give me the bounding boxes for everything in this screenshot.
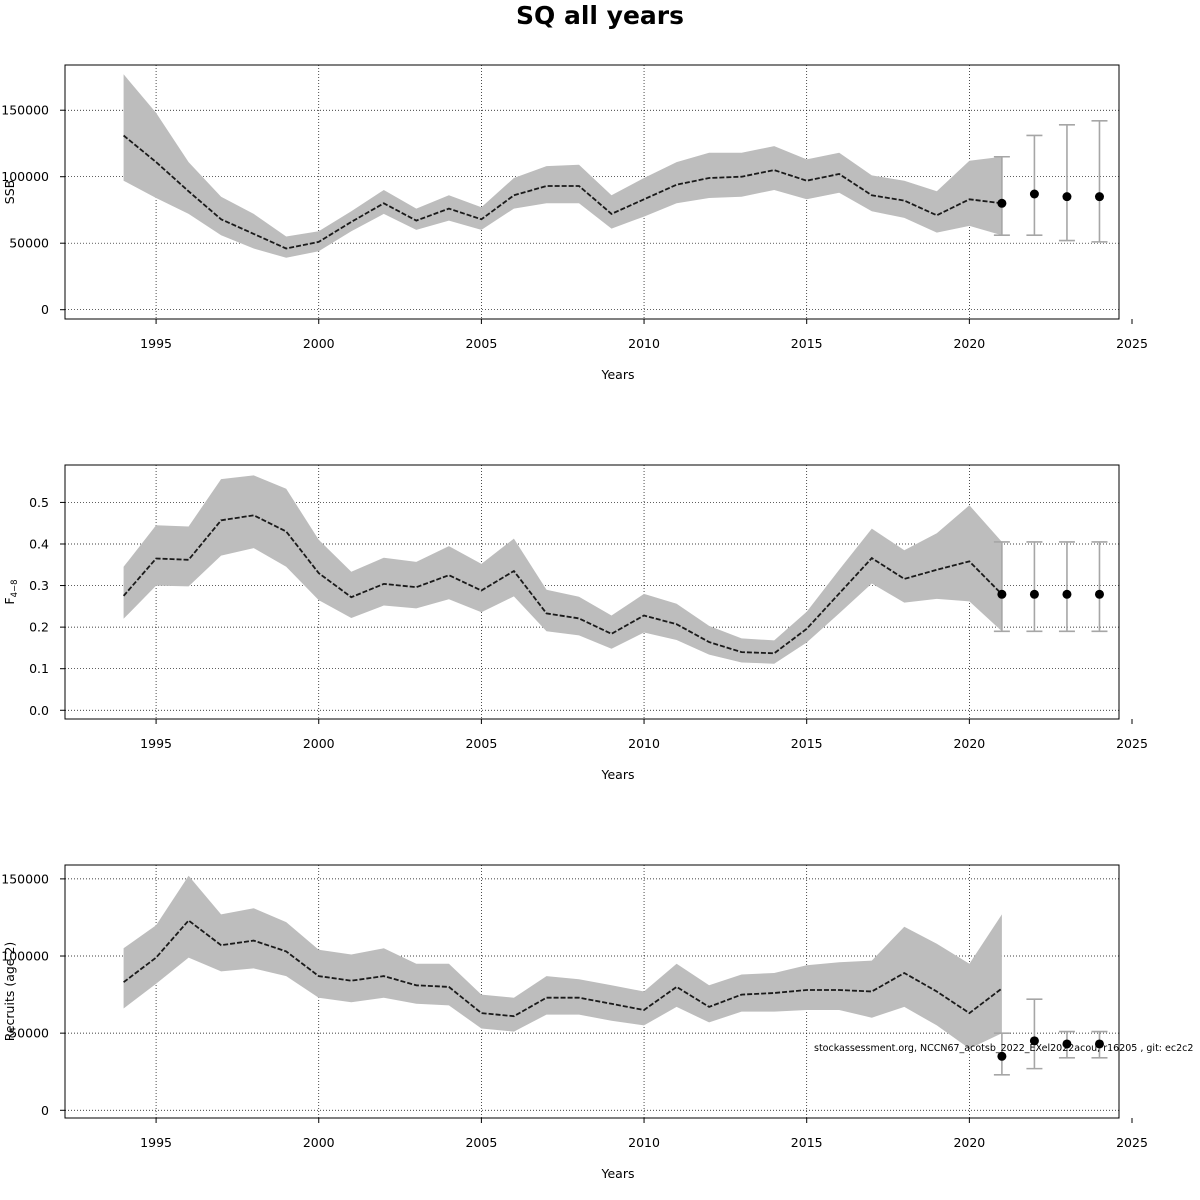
panel-ssb: 1995 2000 2005 2010 2015 2020 2025 0 50000 100000… (1, 64, 1148, 382)
x-tick-label: 2015 (791, 336, 823, 351)
x-tick-label: 2015 (791, 1135, 823, 1150)
forecast-error-bar (1091, 541, 1108, 633)
y-tick-label: 0 (41, 1103, 49, 1118)
plot-frame (64, 64, 1120, 320)
x-tick-label: 1995 (140, 736, 172, 751)
x-tick-label: 2005 (465, 336, 497, 351)
forecast-point (997, 198, 1007, 208)
plot-frame (64, 464, 1120, 720)
forecast-error-bar (1026, 998, 1043, 1070)
y-tick-label: 150000 (1, 871, 49, 886)
forecast-error-bar (1026, 541, 1043, 633)
x-axis-title: Years (601, 767, 635, 782)
x-tick-label: 2010 (628, 736, 660, 751)
confidence-band (123, 475, 1002, 664)
y-tick-label: 0.4 (29, 536, 49, 551)
forecast-error-bar (1091, 120, 1108, 243)
x-tick-label: 1995 (140, 1135, 172, 1150)
y-tick-label: 0 (41, 302, 49, 317)
forecast-error-bar (1026, 134, 1043, 237)
panel-recruits: 1995 2000 2005 2010 2015 2020 2025 0 50000 100000… (1, 864, 1148, 1181)
x-tick-label: 2010 (628, 336, 660, 351)
y-tick-label: 0.1 (29, 661, 49, 676)
forecast-point (1094, 589, 1104, 599)
forecast-point (1029, 1036, 1039, 1046)
forecast-point (1094, 1039, 1104, 1049)
y-tick-label: 100000 (1, 169, 49, 184)
y-tick-label: 100000 (1, 949, 49, 964)
estimate-line (123, 134, 1003, 250)
plot-frame (64, 864, 1120, 1119)
y-tick-label: 0.0 (29, 703, 49, 718)
x-tick-label: 2025 (1116, 336, 1148, 351)
y-tick-label: 50000 (9, 236, 49, 251)
x-tick-label: 2025 (1116, 1135, 1148, 1150)
y-tick-label: 0.5 (29, 495, 49, 510)
x-tick-label: 2000 (303, 336, 335, 351)
x-axis-title: Years (601, 367, 635, 382)
panel-f: 1995 2000 2005 2010 2015 2020 2025 0.0 0.1 0.2 0.3… (2, 464, 1148, 782)
forecast-error-bar (1058, 541, 1075, 633)
forecast-point (1062, 589, 1072, 599)
estimate-line (122, 514, 1003, 655)
x-tick-label: 2020 (953, 1135, 985, 1150)
forecast-point (997, 1051, 1007, 1061)
forecast-point (997, 589, 1007, 599)
x-tick-label: 2015 (791, 736, 823, 751)
y-tick-label: 0.2 (29, 620, 49, 635)
y-tick-label: 50000 (9, 1026, 49, 1041)
x-tick-label: 2005 (465, 1135, 497, 1150)
y-axis-title: Recruits (age 2) (2, 942, 17, 1042)
x-tick-label: 2020 (953, 336, 985, 351)
x-axis-title: Years (601, 1166, 635, 1181)
x-tick-label: 2000 (303, 736, 335, 751)
forecast-point (1094, 192, 1104, 202)
x-tick-label: 2020 (953, 736, 985, 751)
y-axis-title: SSB (2, 180, 17, 204)
x-tick-label: 2000 (303, 1135, 335, 1150)
forecast-error-bar (1058, 124, 1075, 242)
estimate-line (123, 919, 1003, 1018)
forecast-point (1029, 189, 1039, 199)
forecast-point (1062, 1039, 1072, 1049)
footnote: stockassessment.org, NCCN67_acotsb_2022_… (814, 1043, 1193, 1054)
confidence-band (123, 74, 1002, 258)
x-tick-label: 2025 (1116, 736, 1148, 751)
y-tick-label: 150000 (1, 103, 49, 118)
chart-title: SQ all years (516, 1, 684, 30)
y-axis-title: F4−8 (2, 579, 20, 604)
forecast-error-bar (993, 541, 1010, 633)
y-tick-label: 0.3 (29, 578, 49, 593)
confidence-band (123, 875, 1002, 1049)
x-tick-label: 2010 (628, 1135, 660, 1150)
x-tick-label: 1995 (140, 336, 172, 351)
forecast-point (1062, 192, 1072, 202)
forecast-error-bar (993, 155, 1010, 237)
x-tick-label: 2005 (465, 736, 497, 751)
forecast-point (1029, 589, 1039, 599)
